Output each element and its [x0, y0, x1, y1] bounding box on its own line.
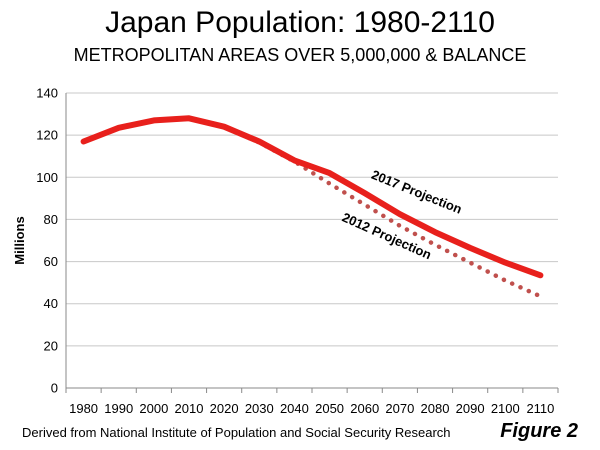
x-tick-label: 2000	[139, 401, 168, 416]
figure-label: Figure 2	[500, 420, 578, 442]
y-tick-label: 80	[44, 212, 58, 227]
y-tick-label: 140	[36, 86, 58, 101]
chart-title: Japan Population: 1980-2110	[105, 6, 495, 39]
x-tick-label: 2070	[385, 401, 414, 416]
y-tick-label: 60	[44, 254, 58, 269]
gridlines	[66, 92, 558, 389]
x-tick-label: 2050	[315, 401, 344, 416]
chart-subtitle: METROPOLITAN AREAS OVER 5,000,000 & BALA…	[73, 45, 527, 65]
series-line-2017-projection	[80, 115, 544, 279]
y-tick-label: 0	[51, 381, 58, 396]
x-tick-label: 2010	[175, 401, 204, 416]
x-tick-label: 1990	[104, 401, 133, 416]
series-lines	[80, 115, 544, 299]
annotation-2012-projection: 2012 Projection	[340, 209, 434, 262]
y-tick-label: 20	[44, 338, 58, 353]
x-tick-label: 2060	[350, 401, 379, 416]
y-tick-label: 120	[36, 128, 58, 143]
x-tick-label: 2100	[491, 401, 520, 416]
y-axis-title: Millions	[12, 216, 27, 264]
x-tick-label: 2080	[421, 401, 450, 416]
x-tick-label: 2090	[456, 401, 485, 416]
y-tick-label: 100	[36, 170, 58, 185]
annotation-2017-projection: 2017 Projection	[369, 167, 464, 217]
x-tick-label: 2030	[245, 401, 274, 416]
x-tick-label: 2020	[210, 401, 239, 416]
x-tick-label: 2110	[526, 401, 554, 416]
x-tick-label: 2040	[280, 401, 309, 416]
y-tick-label: 40	[44, 296, 58, 311]
x-tick-label: 1980	[69, 401, 98, 416]
source-note: Derived from National Institute of Popul…	[22, 425, 451, 440]
series-line-2012-projection	[81, 116, 543, 299]
